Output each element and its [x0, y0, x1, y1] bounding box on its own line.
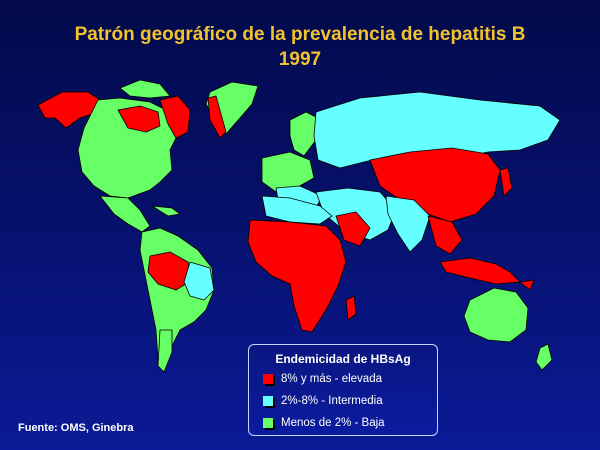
- map-legend: Endemicidad de HBsAg 8% y más - elevada …: [248, 344, 438, 436]
- legend-swatch-low: [263, 418, 273, 428]
- region-madagascar: [345, 295, 357, 321]
- map-title-line2: 1997: [278, 49, 322, 70]
- region-arabia: [335, 211, 371, 247]
- region-patagonia: [157, 329, 173, 373]
- legend-swatch-high: [263, 374, 273, 384]
- legend-swatch-intermediate: [263, 396, 273, 406]
- region-north-africa: [261, 195, 333, 225]
- legend-label-intermediate: 2%-8% - Intermedia: [281, 395, 383, 407]
- region-new-zealand: [535, 343, 553, 371]
- region-south-asia: [385, 195, 431, 253]
- region-japan: [499, 167, 513, 197]
- region-mexico: [99, 195, 151, 233]
- region-russia: [313, 91, 561, 169]
- source-note: Fuente: OMS, Ginebra: [18, 422, 134, 434]
- region-caribbean: [151, 205, 181, 217]
- region-labrador: [159, 95, 191, 139]
- region-subsaharan-africa: [247, 219, 347, 333]
- region-alaska: [37, 91, 101, 129]
- region-indonesia: [439, 257, 521, 285]
- legend-label-high: 8% y más - elevada: [281, 373, 382, 385]
- map-title: Patrón geográfico de la prevalencia de h…: [0, 22, 600, 72]
- region-greenland-coast: [207, 95, 227, 139]
- region-arctic-islands: [119, 79, 171, 99]
- region-western-europe: [261, 151, 315, 193]
- region-pacific-islands: [519, 279, 535, 291]
- region-brazil-east: [183, 261, 215, 301]
- region-scandinavia: [289, 111, 319, 157]
- map-title-line1: Patrón geográfico de la prevalencia de h…: [74, 24, 526, 45]
- region-southeast-asia: [427, 215, 463, 255]
- legend-title: Endemicidad de HBsAg: [275, 352, 411, 366]
- region-australia: [463, 287, 529, 343]
- region-northern-canada: [117, 105, 161, 133]
- legend-label-low: Menos de 2% - Baja: [281, 417, 385, 429]
- region-amazon: [147, 251, 193, 291]
